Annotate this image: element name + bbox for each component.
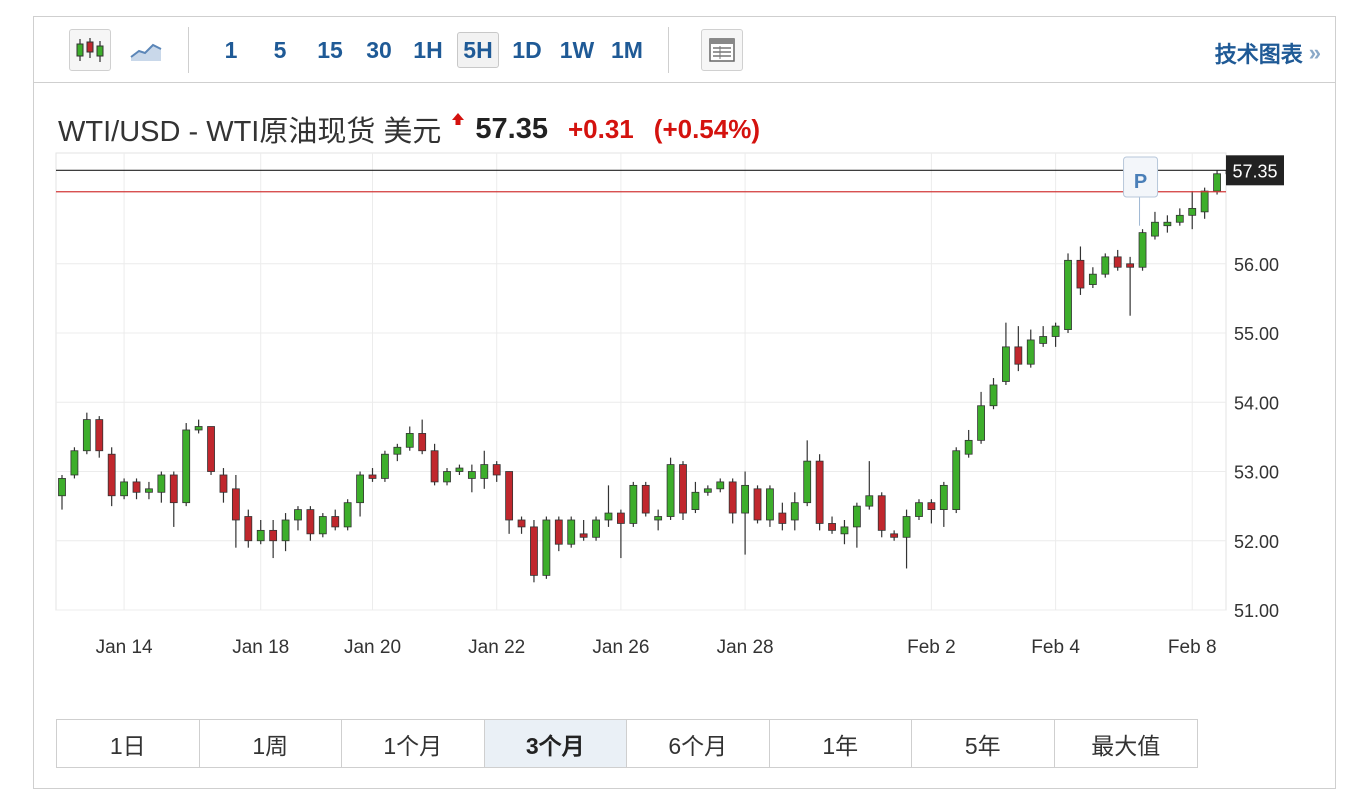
candlestick-icon — [76, 38, 104, 62]
range-tab-6m[interactable]: 6个月 — [627, 720, 770, 767]
candlestick-button[interactable] — [69, 29, 111, 71]
interval-5h[interactable]: 5H — [457, 32, 499, 68]
range-tab-5y[interactable]: 5年 — [912, 720, 1055, 767]
data-table-icon — [709, 38, 735, 62]
chart-toolbar: 1 5 15 30 1H 5H 1D 1W 1M 技术图表 » — [34, 17, 1335, 83]
interval-1[interactable]: 1 — [224, 36, 238, 63]
price-change-percent: (+0.54%) — [653, 113, 761, 144]
interval-15[interactable]: 15 — [317, 36, 343, 63]
interval-1w[interactable]: 1W — [559, 36, 595, 63]
last-price: 57.35 — [475, 112, 548, 145]
toolbar-divider — [188, 27, 189, 73]
interval-1m[interactable]: 1M — [611, 36, 643, 63]
interval-1d[interactable]: 1D — [512, 36, 542, 63]
technical-chart-label: 技术图表 — [1214, 42, 1303, 67]
range-tab-1y[interactable]: 1年 — [769, 720, 912, 767]
instrument-name: WTI/USD - WTI原油现货 美元 — [58, 116, 442, 148]
price-up-arrow-icon — [452, 113, 465, 125]
line-chart-icon — [130, 43, 162, 61]
range-tab-1w[interactable]: 1周 — [199, 720, 342, 767]
range-tab-1d[interactable]: 1日 — [57, 720, 200, 767]
price-change: +0.31 — [567, 113, 634, 144]
interval-1h[interactable]: 1H — [413, 36, 443, 63]
range-tabs: 1日 1周 1个月 3个月 6个月 1年 5年 最大值 — [56, 719, 1198, 768]
range-tab-3m[interactable]: 3个月 — [484, 720, 627, 767]
line-chart-button[interactable] — [125, 29, 167, 71]
interval-5[interactable]: 5 — [273, 36, 287, 63]
toolbar-divider — [668, 27, 669, 73]
data-table-button[interactable] — [701, 29, 743, 71]
range-tab-1m[interactable]: 1个月 — [342, 720, 485, 767]
chart-widget: 1 5 15 30 1H 5H 1D 1W 1M 技术图表 » WTI/USD … — [33, 16, 1336, 789]
double-chevron-right-icon: » — [1308, 40, 1321, 65]
instrument-header: WTI/USD - WTI原油现货 美元 57.35 +0.31 (+0.54%… — [58, 109, 760, 149]
technical-chart-link[interactable]: 技术图表 » — [1215, 37, 1321, 69]
interval-30[interactable]: 30 — [366, 36, 392, 63]
range-tab-max[interactable]: 最大值 — [1054, 720, 1197, 767]
